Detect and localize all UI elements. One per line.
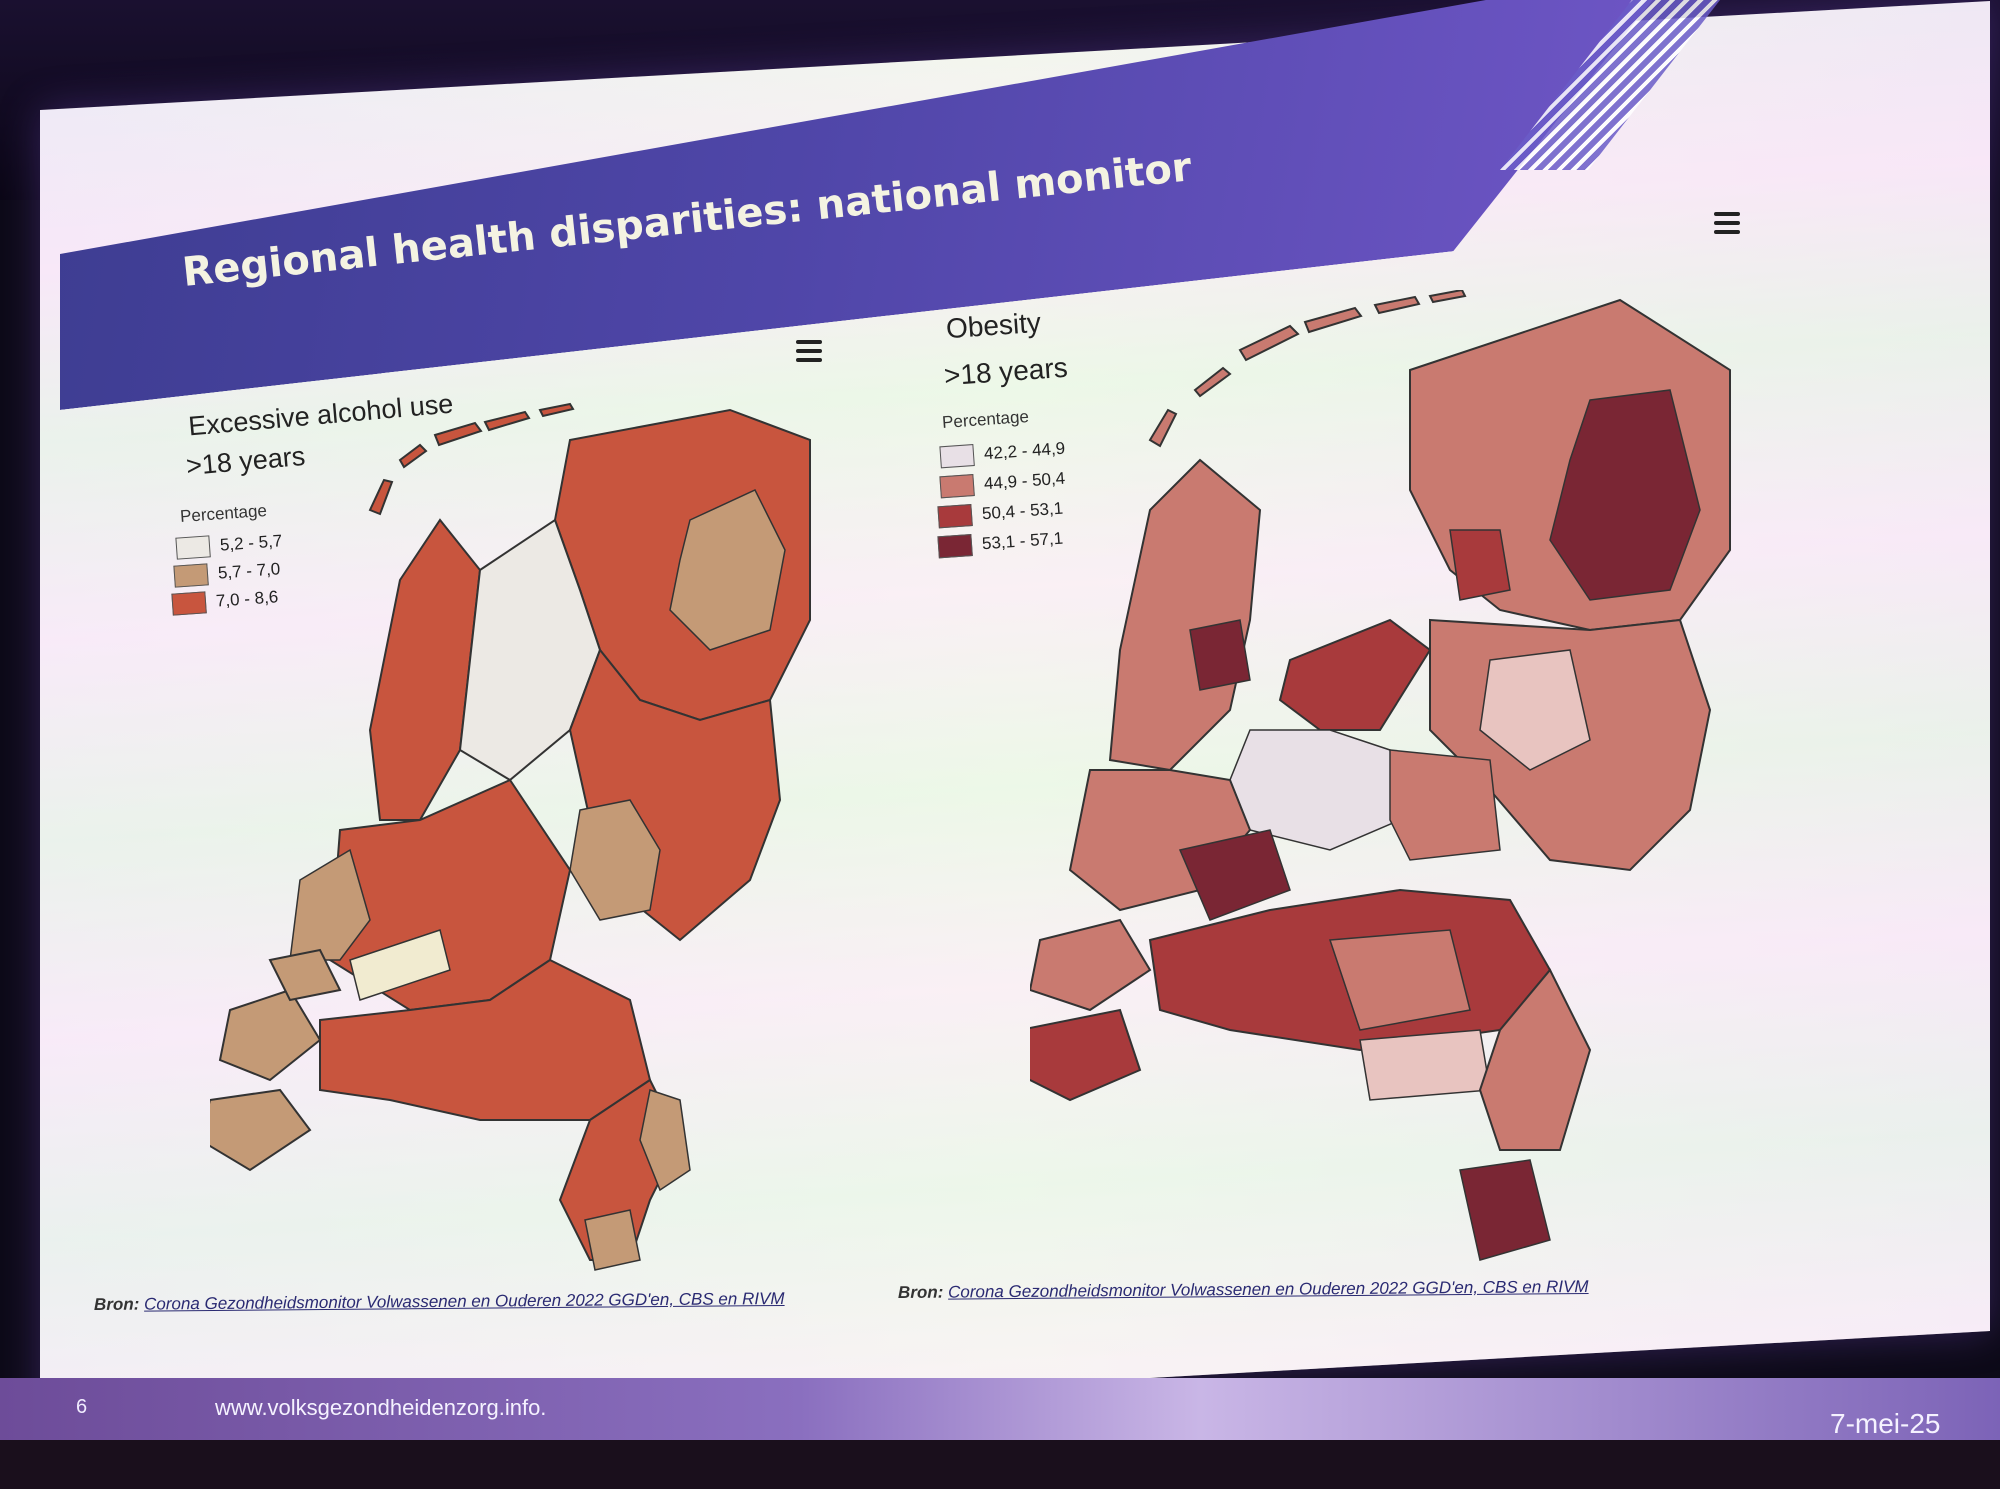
map-region: [1479, 649, 1591, 771]
map-region: [1229, 729, 1401, 851]
wadden-island: [1238, 324, 1300, 362]
legend-swatch: [937, 534, 973, 559]
legend-swatch: [173, 563, 209, 588]
wadden-island: [368, 478, 394, 516]
wadden-island: [433, 421, 483, 447]
source-prefix: Bron:: [897, 1282, 944, 1303]
room-floor: [0, 1440, 2000, 1489]
legend-swatch: [939, 474, 975, 499]
footer-date: 7-mei-25: [1830, 1408, 1941, 1439]
map-region: [1449, 529, 1511, 601]
map-region: [368, 518, 482, 821]
map-region: [1030, 918, 1152, 1012]
map-region: [1478, 968, 1592, 1151]
wadden-island: [538, 402, 575, 418]
footer-url[interactable]: www.volksgezondheidenzorg.info.: [215, 1395, 547, 1420]
wadden-island: [1373, 295, 1421, 315]
right-choropleth-map: [1030, 290, 1731, 1261]
wadden-island: [398, 443, 428, 469]
map-region: [210, 1088, 312, 1172]
map-region: [1549, 389, 1701, 601]
wadden-island: [1193, 366, 1232, 398]
map-region: [1278, 618, 1432, 731]
map-region: [268, 948, 342, 1002]
right-map-menu-icon[interactable]: [1714, 212, 1740, 234]
slide-footer: [0, 1378, 2000, 1440]
map-region: [1178, 829, 1291, 921]
map-region: [1189, 619, 1251, 691]
map-region: [218, 988, 322, 1082]
left-map-menu-icon[interactable]: [796, 340, 822, 362]
wadden-island: [1303, 306, 1363, 334]
wadden-island: [1428, 290, 1467, 304]
right-map-title: Obesity: [944, 306, 1042, 345]
map-region: [1359, 1029, 1491, 1101]
map-region: [349, 929, 451, 1001]
page-number: 6: [76, 1396, 88, 1418]
map-region: [1389, 749, 1501, 861]
legend-swatch: [937, 504, 973, 529]
legend-swatch: [171, 591, 207, 616]
legend-swatch: [175, 535, 211, 560]
wadden-island: [483, 410, 531, 432]
left-choropleth-map: [210, 402, 811, 1271]
map-region: [669, 489, 786, 651]
map-region: [289, 848, 371, 961]
legend-swatch: [939, 444, 975, 469]
source-prefix: Bron:: [93, 1294, 140, 1315]
map-region: [639, 1089, 691, 1192]
map-region: [1030, 1008, 1142, 1102]
map-region: [584, 1209, 641, 1271]
map-region: [1328, 929, 1471, 1031]
map-region: [1108, 458, 1262, 772]
map-region: [1459, 1159, 1551, 1261]
wadden-island: [1148, 408, 1178, 448]
